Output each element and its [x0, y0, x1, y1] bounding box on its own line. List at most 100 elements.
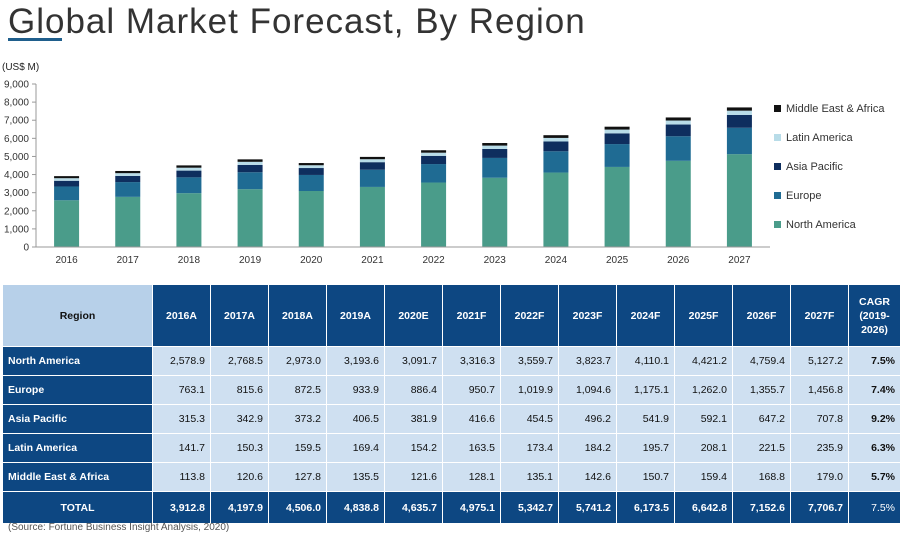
table-cell: 1,019.9 — [500, 375, 559, 405]
header-cagr: CAGR (2019- 2026) — [848, 284, 901, 347]
y-tick-label: 0 — [23, 243, 29, 254]
table-cell: 163.5 — [442, 433, 501, 463]
table-cell: 235.9 — [790, 433, 849, 463]
bar-segment-europe — [54, 186, 80, 201]
table-cell: 4,506.0 — [268, 491, 327, 524]
chart-legend: Middle East & Africa Latin America Asia Pa… — [774, 103, 885, 231]
bar-segment-middle-east-africa — [482, 143, 508, 146]
x-tick-label: 2020 — [300, 255, 323, 266]
title-underline — [8, 38, 62, 41]
bar-segment-asia-pacific — [298, 168, 324, 175]
bar-segment-asia-pacific — [115, 175, 141, 183]
table-cell: 763.1 — [152, 375, 211, 405]
table-cell: 184.2 — [558, 433, 617, 463]
table-cell: 315.3 — [152, 404, 211, 434]
table-cell: 7,152.6 — [732, 491, 791, 524]
bar-segment-latin-america — [604, 129, 630, 134]
table-cell: 173.4 — [500, 433, 559, 463]
stacked-bar-chart: 0 1,000 2,000 3,000 4,000 5,000 6,000 7,000 8,00… — [4, 80, 885, 267]
bar-segment-north-america — [482, 177, 508, 247]
bar-segment-europe — [726, 127, 752, 155]
bar-segment-middle-east-africa — [237, 159, 263, 162]
table-row-total: TOTAL 3,912.8 4,197.9 4,506.0 4,838.8 4,635.7… — [2, 491, 901, 524]
bar-segment-north-america — [237, 189, 263, 247]
table-cell: 208.1 — [674, 433, 733, 463]
legend-swatch — [774, 221, 781, 228]
table-cell: 6,642.8 — [674, 491, 733, 524]
bar-segment-middle-east-africa — [54, 176, 80, 179]
x-tick-label: 2018 — [178, 255, 201, 266]
table-cell: 496.2 — [558, 404, 617, 434]
bar-segment-middle-east-africa — [726, 107, 752, 111]
x-tick-label: 2027 — [728, 255, 751, 266]
legend-swatch — [774, 134, 781, 141]
bar-segment-north-america — [359, 186, 385, 247]
bar-segment-north-america — [543, 172, 569, 247]
legend-swatch — [774, 192, 781, 199]
row-label: TOTAL — [2, 491, 153, 524]
table-cell: 3,091.7 — [384, 346, 443, 376]
legend-label: Middle East & Africa — [786, 103, 885, 115]
bar-segment-latin-america — [115, 173, 141, 176]
legend-label: North America — [786, 219, 857, 231]
table-cell: 933.9 — [326, 375, 385, 405]
legend-label: Europe — [786, 190, 821, 202]
table-cell: 142.6 — [558, 462, 617, 492]
table-cell: 5,342.7 — [500, 491, 559, 524]
legend-label: Asia Pacific — [786, 161, 843, 173]
table-cell: 454.5 — [500, 404, 559, 434]
y-tick-label: 4,000 — [4, 170, 29, 181]
table-cell: 406.5 — [326, 404, 385, 434]
bar-segment-asia-pacific — [176, 170, 202, 178]
bar-segment-europe — [298, 174, 324, 192]
legend-swatch — [774, 163, 781, 170]
bar-segment-latin-america — [176, 167, 202, 171]
bar-segment-asia-pacific — [237, 164, 263, 173]
x-tick-label: 2026 — [667, 255, 690, 266]
table-cell: 647.2 — [732, 404, 791, 434]
table-cell: 150.7 — [616, 462, 675, 492]
bar-segment-middle-east-africa — [298, 163, 324, 166]
bar-segment-europe — [176, 177, 202, 194]
table-cell: 3,823.7 — [558, 346, 617, 376]
bar-segment-north-america — [54, 200, 80, 247]
table-cell: 1,456.8 — [790, 375, 849, 405]
table-cell: 127.8 — [268, 462, 327, 492]
forecast-table: Region 2016A 2017A 2018A 2019A 2020E 2021F 2022… — [2, 284, 901, 524]
page-title: Global Market Forecast, By Region — [8, 2, 586, 41]
bar-segment-latin-america — [298, 165, 324, 169]
table-cell: 1,355.7 — [732, 375, 791, 405]
cagr-cell: 7.5% — [848, 491, 901, 524]
table-cell: 3,912.8 — [152, 491, 211, 524]
header-year: 2026F — [732, 284, 791, 347]
bar-segment-asia-pacific — [665, 124, 691, 137]
bar-segment-asia-pacific — [54, 180, 80, 187]
x-tick-label: 2022 — [422, 255, 445, 266]
bar-segment-latin-america — [421, 152, 447, 156]
x-tick-label: 2021 — [361, 255, 384, 266]
bar-segment-latin-america — [359, 159, 385, 163]
x-tick-label: 2019 — [239, 255, 262, 266]
bar-segment-asia-pacific — [421, 155, 447, 165]
row-label: Middle East & Africa — [2, 462, 153, 492]
bar-segment-latin-america — [482, 145, 508, 149]
x-tick-label: 2016 — [55, 255, 78, 266]
table-cell: 4,110.1 — [616, 346, 675, 376]
x-tick-label: 2024 — [545, 255, 568, 266]
bar-segment-latin-america — [543, 137, 569, 142]
table-cell: 128.1 — [442, 462, 501, 492]
bar-segment-europe — [665, 136, 691, 161]
source-note: (Source: Fortune Business Insight Analys… — [8, 522, 230, 533]
table-cell: 4,635.7 — [384, 491, 443, 524]
header-year: 2025F — [674, 284, 733, 347]
table-cell: 416.6 — [442, 404, 501, 434]
table-cell: 5,741.2 — [558, 491, 617, 524]
bar-segment-north-america — [726, 154, 752, 247]
table-cell: 135.1 — [500, 462, 559, 492]
y-tick-label: 1,000 — [4, 224, 29, 235]
y-axis-unit-label: (US$ M) — [2, 62, 40, 73]
table-row: North America 2,578.9 2,768.5 2,973.0 3,193.… — [2, 346, 901, 376]
table-cell: 3,316.3 — [442, 346, 501, 376]
bar-segment-latin-america — [54, 178, 80, 181]
table-cell: 4,759.4 — [732, 346, 791, 376]
